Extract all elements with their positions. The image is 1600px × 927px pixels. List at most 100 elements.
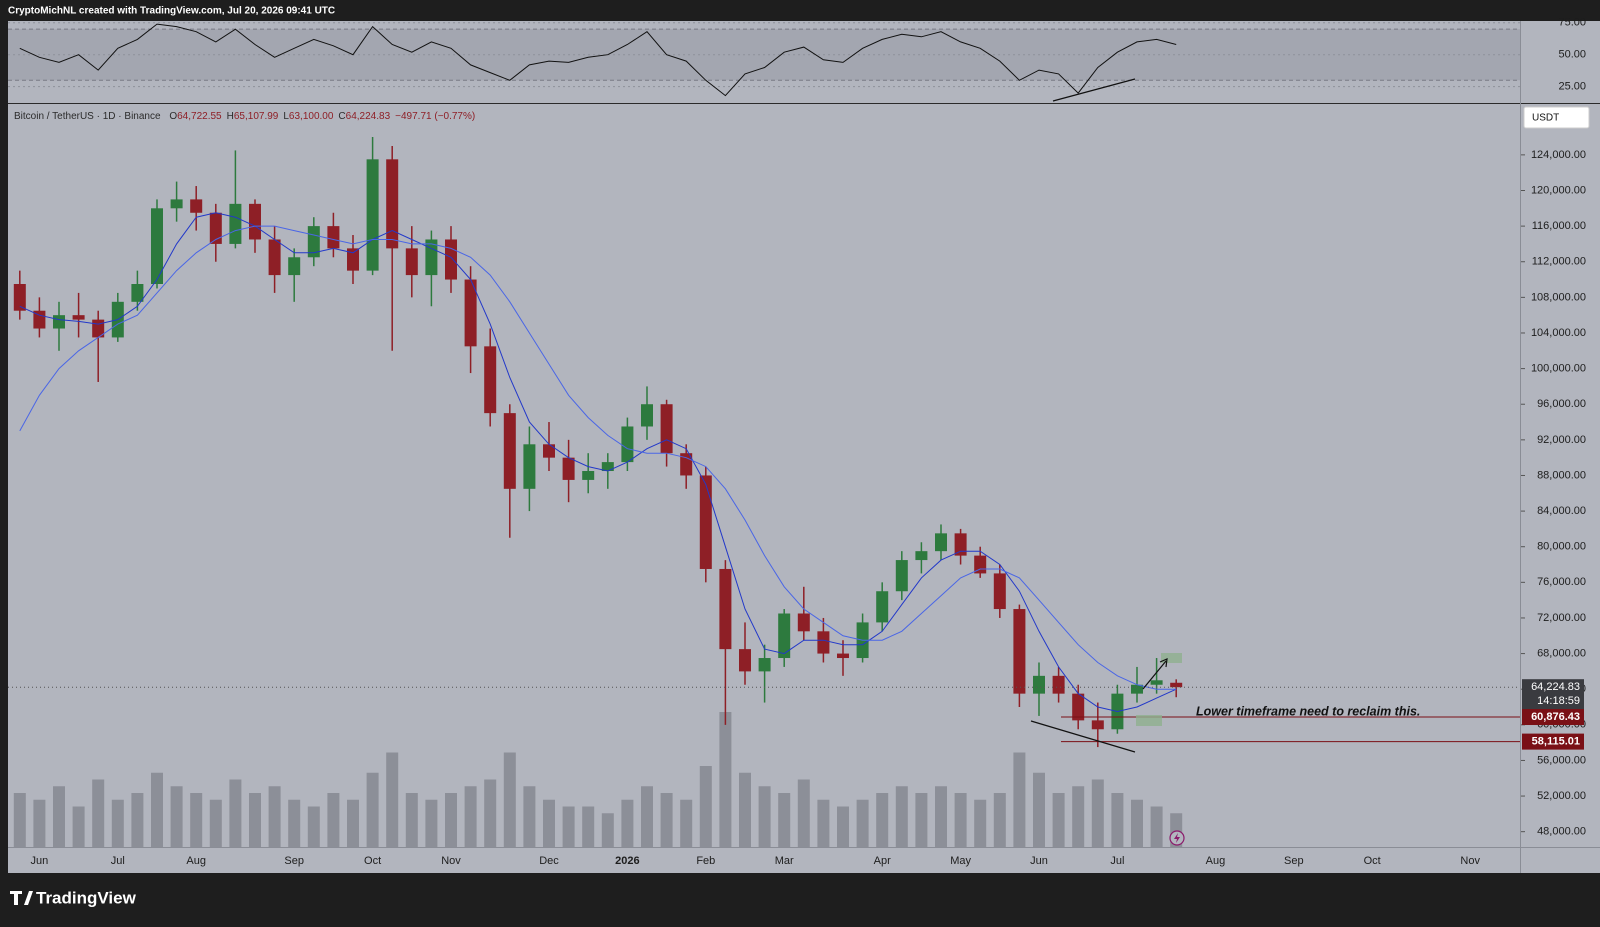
- volume-bar: [503, 752, 516, 847]
- x-tick-label: Jun: [1030, 855, 1048, 867]
- volume-bar: [895, 786, 908, 847]
- candle-body: [13, 283, 26, 311]
- volume-bar: [72, 806, 85, 847]
- ohlc-value: 65,107.99: [234, 111, 279, 122]
- volume-bar: [13, 793, 26, 847]
- volume-bar: [445, 793, 457, 847]
- volume-bar: [190, 793, 203, 847]
- x-tick-label: Jun: [31, 855, 49, 867]
- volume-bar: [249, 793, 261, 847]
- candle-body: [699, 475, 712, 569]
- ohlc-key: C: [338, 111, 345, 122]
- candle-body: [582, 471, 595, 480]
- currency-box[interactable]: [1523, 106, 1590, 129]
- ohlc-key: H: [227, 111, 234, 122]
- volume-bar: [386, 752, 399, 847]
- target-zone: [1161, 653, 1182, 663]
- y-tick-label: 84,000.00: [1537, 505, 1586, 517]
- volume-bar: [92, 779, 105, 847]
- candle-body: [915, 551, 928, 561]
- volume-bar: [327, 793, 340, 847]
- volume-bar: [53, 786, 65, 847]
- candle-body: [876, 591, 889, 623]
- x-tick-label: May: [950, 855, 971, 867]
- volume-bar: [837, 806, 849, 847]
- candle-body: [1131, 684, 1143, 694]
- candle-body: [621, 426, 634, 463]
- volume-bar: [1033, 772, 1045, 847]
- volume-bar: [347, 799, 359, 847]
- candle-body: [53, 315, 65, 329]
- candle-body: [33, 310, 46, 329]
- candle-body: [209, 212, 222, 244]
- ohlc-value: 64,224.83: [346, 111, 391, 122]
- candle-body: [837, 653, 849, 659]
- volume-bar: [366, 772, 379, 847]
- y-tick-label: 88,000.00: [1537, 469, 1586, 481]
- volume-bar: [268, 786, 281, 847]
- rsi-pane: [8, 22, 1520, 97]
- volume-bar: [111, 799, 124, 847]
- volume-bar: [209, 799, 222, 847]
- volume-bar: [876, 793, 889, 847]
- arrow-head: [1159, 658, 1168, 668]
- x-tick-label: Mar: [775, 855, 794, 867]
- volume-bar: [151, 772, 163, 847]
- y-tick-label: 100,000.00: [1531, 363, 1586, 375]
- candle-body: [954, 533, 967, 556]
- y-tick-label: 76,000.00: [1537, 576, 1586, 588]
- candle-body: [425, 239, 438, 276]
- candle-body: [562, 457, 575, 480]
- volume-bar: [425, 799, 438, 847]
- candle-body: [758, 658, 771, 672]
- symbol-legend: Bitcoin / TetherUS · 1D · Binance O64,72…: [14, 111, 475, 122]
- volume-bar: [170, 786, 183, 847]
- y-tick-label: 120,000.00: [1531, 184, 1586, 196]
- ohlc-value: 64,722.55: [177, 111, 222, 122]
- ohlc-value: 63,100.00: [289, 111, 334, 122]
- volume-bar: [229, 779, 242, 847]
- volume-bar: [1111, 793, 1124, 847]
- x-tick-label: Aug: [186, 855, 206, 867]
- y-tick-label: 48,000.00: [1537, 826, 1586, 838]
- x-tick-label: Oct: [1364, 855, 1381, 867]
- volume-bar: [680, 799, 693, 847]
- candle-body: [386, 159, 399, 249]
- volume-bar: [582, 806, 595, 847]
- ohlc-key: L: [283, 111, 289, 122]
- y-tick-label: 92,000.00: [1537, 434, 1586, 446]
- x-tick-label: Nov: [1460, 855, 1480, 867]
- candle-body: [1013, 609, 1026, 694]
- candle-body: [170, 199, 183, 209]
- price-level-tag: [1522, 709, 1584, 726]
- y-tick-label: 56,000.00: [1537, 754, 1586, 766]
- candle-body: [229, 203, 242, 244]
- candle-body: [601, 462, 614, 472]
- candle-body: [797, 613, 810, 632]
- candle-body: [288, 257, 301, 276]
- volume-bar: [954, 793, 967, 847]
- volume-bar: [1052, 793, 1065, 847]
- volume-bar: [641, 786, 653, 847]
- x-tick-label: Sep: [284, 855, 304, 867]
- volume-bar: [405, 793, 418, 847]
- volume-bar: [523, 786, 536, 847]
- y-tick-label: 68,000.00: [1537, 647, 1586, 659]
- y-tick-label: 80,000.00: [1537, 541, 1586, 553]
- y-tick-label: 108,000.00: [1531, 291, 1586, 303]
- x-tick-label: Feb: [696, 855, 715, 867]
- trendline: [1030, 720, 1136, 753]
- y-tick-label: 124,000.00: [1531, 149, 1586, 161]
- volume-bar: [562, 806, 575, 847]
- volume-bar: [621, 799, 634, 847]
- alert-icon-bolt: [1174, 833, 1180, 843]
- axes: 48,000.0052,000.0056,000.0060,000.0064,0…: [31, 17, 1586, 867]
- volume-bar: [856, 799, 869, 847]
- y-tick-label: 52,000.00: [1537, 790, 1586, 802]
- volume-bar: [974, 799, 987, 847]
- x-tick-label: Sep: [1284, 855, 1304, 867]
- volume-bar: [935, 786, 947, 847]
- x-tick-label: Aug: [1206, 855, 1226, 867]
- candle-body: [72, 315, 85, 320]
- volume-bar: [33, 799, 46, 847]
